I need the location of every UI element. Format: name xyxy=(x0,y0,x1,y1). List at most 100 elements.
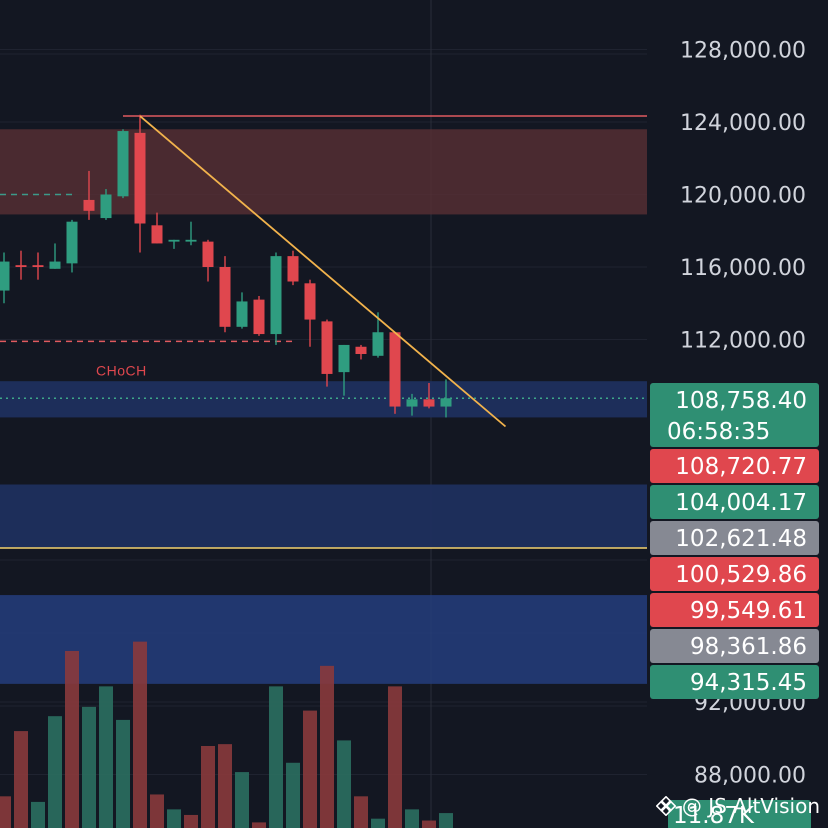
volume-bar xyxy=(201,746,215,828)
choch-label: CHoCH xyxy=(96,362,147,378)
price-tag: 100,529.86 xyxy=(650,557,819,591)
candle xyxy=(389,332,401,414)
candle xyxy=(83,170,95,220)
volume-bar xyxy=(371,818,385,828)
candle xyxy=(168,239,180,249)
price-tag-box xyxy=(650,383,819,447)
candle-body xyxy=(423,399,435,407)
volume-tag-box xyxy=(668,800,811,828)
candle xyxy=(151,212,163,244)
volume-bar xyxy=(218,744,232,828)
candle xyxy=(134,114,146,253)
candle xyxy=(185,221,197,246)
candle-body xyxy=(406,399,418,407)
price-tag-label: 99,549.61 xyxy=(690,598,807,624)
demand-zone-upper xyxy=(0,381,647,418)
candle-body xyxy=(15,265,27,267)
volume-bar xyxy=(0,796,11,828)
candle-body xyxy=(0,261,10,291)
candle xyxy=(117,129,129,199)
price-tag-label: 104,004.17 xyxy=(675,490,807,516)
y-tick-label: 112,000.00 xyxy=(680,329,806,354)
candle xyxy=(100,189,112,220)
candle xyxy=(321,319,333,387)
candle xyxy=(287,250,299,286)
candle xyxy=(355,344,367,360)
candle-body xyxy=(270,256,282,335)
candle xyxy=(66,219,78,273)
y-tick-label: 116,000.00 xyxy=(680,256,806,281)
volume-bar xyxy=(320,665,334,828)
candle-body xyxy=(151,225,163,244)
price-tag-label: 102,621.48 xyxy=(675,526,807,552)
price-tag: 102,621.48 xyxy=(650,521,819,555)
candle-body xyxy=(117,131,129,197)
volume-bars xyxy=(0,641,453,828)
watermark: @ JS AltVision xyxy=(655,794,820,818)
volume-bar xyxy=(354,796,368,828)
candle xyxy=(32,252,44,280)
candle-body xyxy=(83,199,95,211)
volume-bar xyxy=(99,686,113,828)
trendline xyxy=(139,115,507,428)
price-tag: 108,758.40 06:58:35 xyxy=(650,383,819,447)
watermark-text: @ JS AltVision xyxy=(681,794,820,818)
volume-bar xyxy=(405,809,419,828)
volume-bar xyxy=(48,716,62,828)
candle xyxy=(236,292,248,329)
volume-bar xyxy=(133,641,147,828)
price-tag-label: 100,529.86 xyxy=(675,562,807,588)
candle-body xyxy=(202,241,214,267)
volume-bar xyxy=(439,813,453,828)
candle xyxy=(338,344,350,396)
volume-tag-label: 11.87K xyxy=(673,803,755,828)
candle-body xyxy=(389,332,401,407)
candle-body xyxy=(287,256,299,282)
candle xyxy=(304,279,316,347)
supply-zone xyxy=(0,129,647,215)
volume-bar xyxy=(31,801,45,828)
price-tag-box xyxy=(650,557,819,591)
candle xyxy=(440,379,452,418)
price-tag-label: 98,361.86 xyxy=(690,634,807,660)
volume-bar xyxy=(337,740,351,828)
candle xyxy=(0,252,10,304)
candle xyxy=(219,256,231,333)
volume-bar xyxy=(14,731,28,828)
volume-bar xyxy=(116,719,130,828)
price-tag: 104,004.17 xyxy=(650,485,819,519)
price-tag: 99,549.61 xyxy=(650,593,819,627)
volume-bar xyxy=(150,794,164,828)
price-tag-label: 108,720.77 xyxy=(675,454,807,480)
y-tick-label: 120,000.00 xyxy=(680,184,806,209)
candle-body xyxy=(49,261,61,269)
candle-body xyxy=(338,344,350,373)
price-tag-label: 94,315.45 xyxy=(690,670,807,696)
volume-tag: 11.87K xyxy=(668,800,811,828)
volume-bar xyxy=(422,820,436,828)
price-tag-box xyxy=(650,629,819,663)
candles xyxy=(0,114,452,418)
candle-body xyxy=(355,346,367,354)
volume-bar xyxy=(303,710,317,828)
y-tick-label: 128,000.00 xyxy=(680,39,806,64)
candle xyxy=(423,383,435,409)
candle-body xyxy=(219,267,231,327)
candle xyxy=(253,296,265,336)
volume-bar xyxy=(65,650,79,828)
volume-bar xyxy=(167,809,181,828)
candle-body xyxy=(134,132,146,224)
volume-bar xyxy=(82,706,96,828)
volume-bar xyxy=(184,814,198,828)
candle-body xyxy=(66,221,78,264)
y-tick-label: 124,000.00 xyxy=(680,111,806,136)
candle-body xyxy=(236,301,248,327)
y-tick-label: 88,000.00 xyxy=(694,764,806,789)
price-tag: 94,315.45 xyxy=(650,665,819,699)
candle xyxy=(372,312,384,358)
candle xyxy=(15,250,27,280)
volume-bar xyxy=(269,686,283,828)
candle-body xyxy=(168,239,180,242)
price-tag: 98,361.86 xyxy=(650,629,819,663)
